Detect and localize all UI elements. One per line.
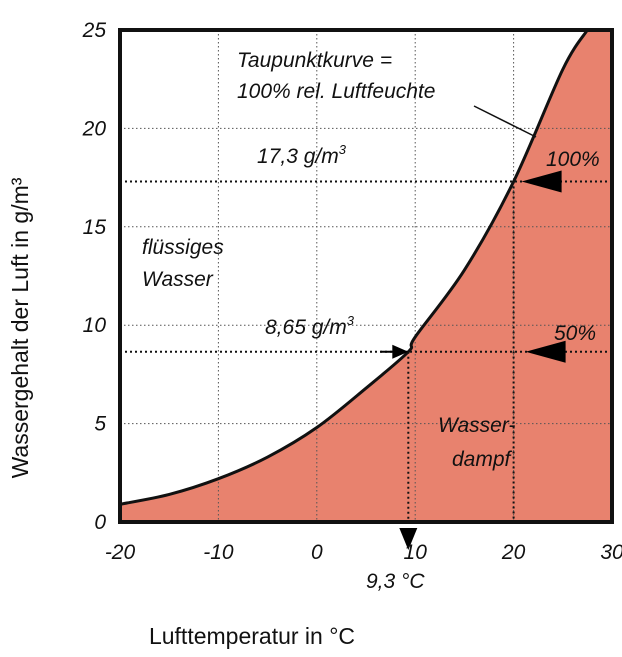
curve-label-line2: 100% rel. Luftfeuchte (237, 80, 435, 103)
x-tick-label: -20 (105, 541, 136, 564)
y-tick-label: 15 (83, 216, 107, 239)
curve-label-line1: Taupunktkurve = (237, 49, 392, 72)
curve-label-leader (473, 105, 537, 138)
liquid-label-line1: flüssiges (142, 236, 224, 259)
y-axis-label: Wassergehalt der Luft in g/m³ (7, 177, 33, 478)
pct-50-label: 50% (554, 322, 596, 345)
y-tick-label: 20 (82, 117, 107, 140)
x-tick-label: 0 (311, 541, 323, 564)
tick-layer: -20 -10 0 10 20 30 0 5 10 15 20 25 (82, 19, 622, 564)
liquid-label-line2: Wasser (142, 268, 214, 291)
x-tick-label: 20 (501, 541, 526, 564)
dewpoint-temp-label: 9,3 °C (366, 570, 425, 593)
y-tick-label: 0 (94, 511, 106, 534)
pct-100-label: 100% (546, 148, 600, 171)
arrow-to-curve (392, 344, 409, 359)
x-tick-label: 30 (600, 541, 622, 564)
value-173-label: 17,3 g/m3 (257, 142, 347, 168)
arrow-100 (521, 170, 562, 193)
vapor-label-line2: dampf (452, 448, 513, 471)
x-axis-label: Lufttemperatur in °C (149, 623, 355, 649)
vapor-area-layer (120, 30, 612, 522)
marker-layer (120, 170, 612, 550)
plot-frame (118, 28, 614, 524)
y-tick-label: 25 (82, 19, 107, 42)
y-tick-label: 10 (83, 314, 107, 337)
arrow-dewpoint (399, 528, 418, 550)
x-tick-label: 10 (404, 541, 428, 564)
value-865-label: 8,65 g/m3 (265, 313, 355, 339)
y-tick-label: 5 (94, 413, 106, 436)
vapor-label-line1: Wasser- (438, 414, 515, 437)
x-tick-label: -10 (203, 541, 234, 564)
vapor-area (120, 30, 612, 522)
arrow-50 (525, 340, 566, 363)
